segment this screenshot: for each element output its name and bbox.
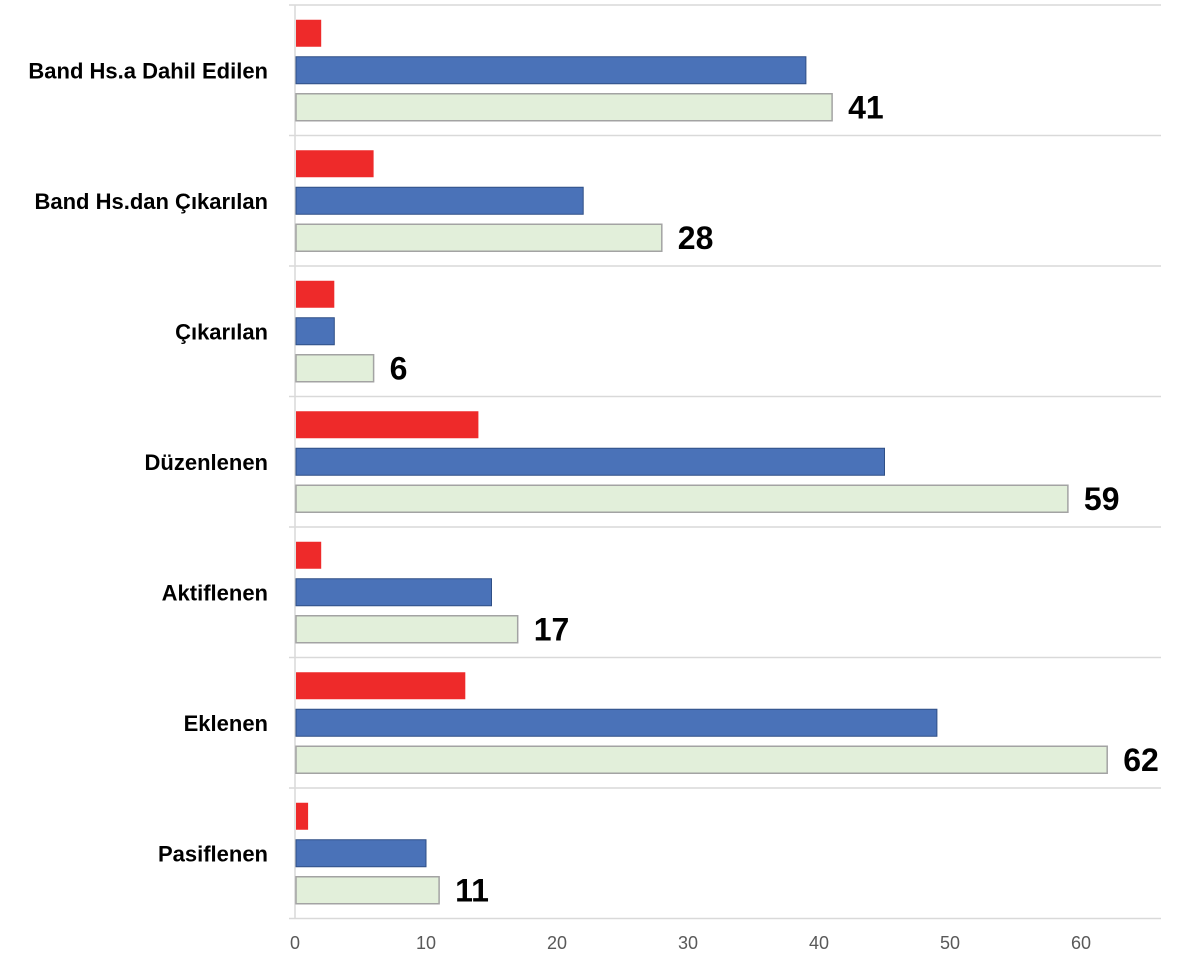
bar xyxy=(295,93,833,122)
x-tick-label: 0 xyxy=(290,933,300,953)
bar xyxy=(295,447,885,476)
category-label: Pasiflenen xyxy=(158,841,268,866)
category-label: Aktiflenen xyxy=(162,580,268,605)
category-label: Çıkarılan xyxy=(175,319,268,344)
data-label: 62 xyxy=(1123,742,1159,778)
bar xyxy=(295,317,335,346)
bar xyxy=(296,19,322,47)
data-label: 17 xyxy=(534,611,570,647)
bar xyxy=(296,280,335,308)
category-label: Düzenlenen xyxy=(145,450,268,475)
bar xyxy=(296,672,466,700)
x-tick-label: 40 xyxy=(809,933,829,953)
data-label: 59 xyxy=(1084,481,1120,517)
category-label: Band Hs.a Dahil Edilen xyxy=(28,58,268,83)
data-label: 6 xyxy=(390,350,408,386)
data-labels: 41 28 6 59 17 62 11 xyxy=(390,89,1159,908)
bar xyxy=(295,708,938,737)
category-labels: Band Hs.a Dahil Edilen Band Hs.dan Çıkarı… xyxy=(28,58,268,866)
bar xyxy=(295,186,584,215)
value-axis: 0 10 20 30 40 50 60 xyxy=(290,933,1091,953)
bar xyxy=(295,615,519,644)
category-label: Band Hs.dan Çıkarılan xyxy=(34,189,268,214)
x-tick-label: 30 xyxy=(678,933,698,953)
bar xyxy=(295,839,427,868)
category-separators xyxy=(289,4,1161,920)
bar xyxy=(295,484,1069,513)
x-tick-label: 50 xyxy=(940,933,960,953)
bar xyxy=(296,150,374,178)
bar xyxy=(295,745,1108,774)
x-tick-label: 60 xyxy=(1071,933,1091,953)
data-label: 11 xyxy=(455,872,489,908)
bar xyxy=(295,223,663,252)
bar xyxy=(295,354,375,383)
bar xyxy=(296,411,479,439)
bar-series xyxy=(295,19,1108,905)
bar xyxy=(296,802,309,830)
bar xyxy=(295,56,807,85)
data-label: 28 xyxy=(678,220,714,256)
bar xyxy=(295,578,492,607)
x-tick-label: 20 xyxy=(547,933,567,953)
bar xyxy=(296,541,322,569)
x-tick-label: 10 xyxy=(416,933,436,953)
data-label: 41 xyxy=(848,89,884,125)
bar xyxy=(295,876,440,905)
category-label: Eklenen xyxy=(184,711,268,736)
